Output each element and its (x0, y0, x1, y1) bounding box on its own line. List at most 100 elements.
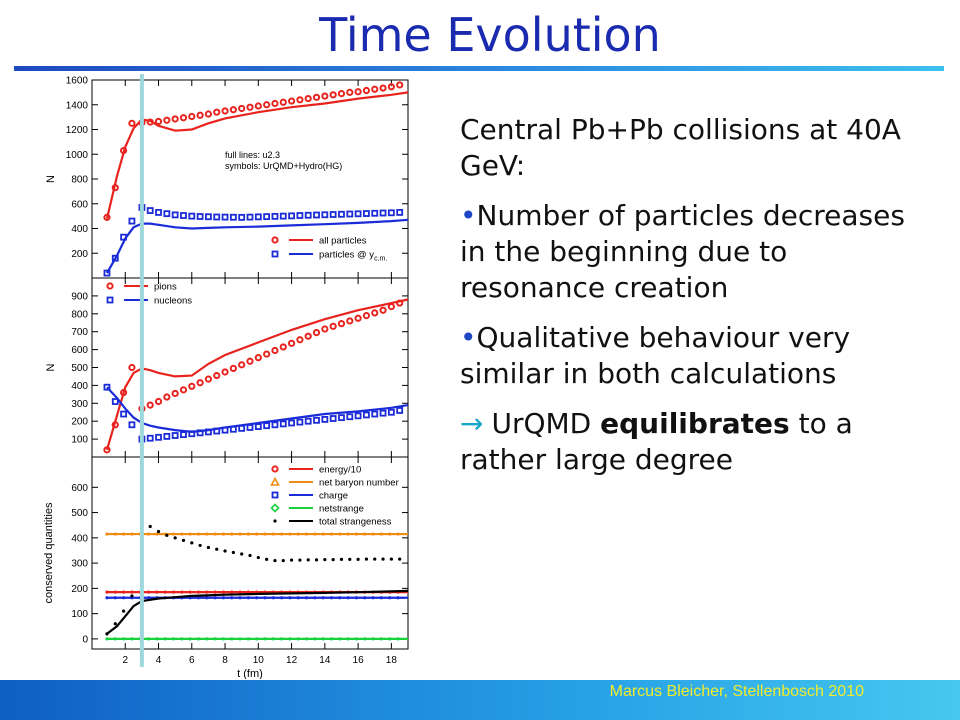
data-point (120, 410, 127, 418)
x-tick-label: 10 (253, 655, 265, 666)
legend-marker (273, 519, 277, 523)
data-point (356, 557, 360, 561)
data-point (363, 210, 370, 217)
data-point (312, 93, 321, 101)
data-point (128, 119, 136, 127)
data-point (346, 317, 354, 325)
data-point (246, 357, 254, 365)
data-point (238, 213, 246, 221)
data-point (379, 84, 387, 92)
data-point (296, 596, 300, 600)
data-point (338, 414, 345, 422)
footer-bar (0, 680, 960, 720)
data-point (163, 433, 171, 440)
data-point (373, 557, 377, 561)
y-tick-label: 0 (82, 634, 88, 645)
data-point (321, 325, 329, 333)
y-tick-label: 200 (71, 417, 88, 428)
data-point (296, 212, 304, 219)
data-point (105, 632, 109, 636)
data-point (213, 371, 221, 380)
data-point (279, 98, 287, 106)
data-point (213, 596, 217, 600)
data-point (313, 416, 320, 424)
bullet-text-2: Qualitative behaviour very similar in bo… (460, 321, 851, 390)
bullet-dot-icon: • (460, 199, 477, 232)
data-point (398, 557, 402, 561)
data-point (180, 431, 187, 439)
bullet-text-1: Number of particles decreases in the beg… (460, 199, 905, 304)
y-tick-label: 800 (71, 175, 88, 186)
data-point (213, 590, 217, 594)
data-point (379, 532, 383, 536)
intro-text: Central Pb+Pb collisions at 40A GeV: (460, 113, 901, 182)
chart-panel-bottom: 0 100 200 300 400 500 600 2 4 6 8 10 12 14 16 18 t (fm) c… (43, 456, 409, 679)
data-point (304, 94, 312, 103)
data-point (371, 309, 379, 317)
data-point (396, 299, 404, 307)
conclusion-text: → UrQMD equilibrates to a rather large de… (460, 406, 930, 478)
data-point (254, 354, 262, 362)
data-point (146, 596, 151, 600)
data-point (130, 594, 134, 598)
footer-credit: Marcus Bleicher, Stellenbosch 2010 (609, 683, 864, 700)
data-point (163, 637, 167, 641)
data-point (387, 83, 395, 91)
data-point (362, 86, 371, 95)
data-point (263, 101, 271, 109)
data-point (304, 417, 312, 425)
legend-marker (270, 503, 280, 513)
data-point (196, 532, 201, 536)
data-point (346, 210, 354, 218)
data-point (111, 398, 119, 405)
data-point (155, 532, 159, 536)
data-point (179, 114, 188, 122)
data-point (111, 184, 119, 192)
data-point (288, 419, 295, 427)
conclusion-bold: equilibrates (600, 407, 790, 440)
data-point (288, 596, 292, 600)
data-point (205, 637, 209, 641)
data-point (221, 590, 225, 594)
data-point (388, 532, 392, 536)
data-point (171, 389, 179, 398)
data-point (113, 622, 117, 626)
data-point (196, 213, 204, 220)
data-point (120, 233, 127, 241)
data-point (155, 209, 162, 216)
y-tick-label: 200 (71, 584, 88, 595)
data-point (188, 430, 196, 438)
data-point (111, 421, 119, 429)
y-tick-label: 1400 (66, 100, 89, 111)
data-point (263, 637, 267, 641)
legend-label-sub: c.m. (374, 256, 387, 263)
data-point (288, 637, 292, 641)
arrow-right-icon: → (460, 407, 484, 440)
series-line (105, 298, 409, 451)
data-point (396, 209, 404, 216)
data-point (329, 322, 337, 330)
data-point (321, 92, 329, 100)
data-point (156, 529, 161, 534)
y-tick-label: 900 (71, 291, 88, 302)
data-point (181, 538, 186, 542)
data-point (188, 112, 196, 121)
data-point (163, 210, 171, 218)
data-point (213, 108, 221, 116)
x-tick-label: 16 (353, 655, 365, 666)
data-point (271, 421, 279, 429)
data-point (246, 532, 250, 536)
data-point (103, 269, 111, 277)
data-point (180, 212, 187, 219)
data-point (379, 637, 383, 641)
data-point (298, 558, 302, 562)
data-point (354, 412, 362, 420)
data-point (396, 596, 400, 600)
panel-frame (91, 456, 409, 650)
data-point (238, 596, 242, 600)
data-point (238, 424, 246, 432)
legend-marker (106, 296, 114, 304)
data-point (363, 637, 367, 641)
series-line (105, 91, 409, 219)
